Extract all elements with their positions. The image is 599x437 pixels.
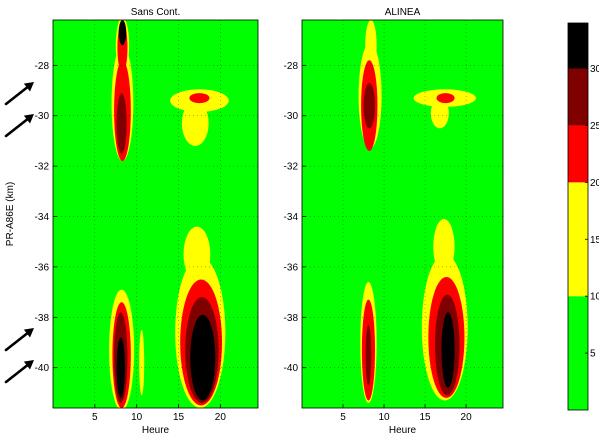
- colorbar-frame: [567, 22, 589, 411]
- colorbar-tick-label: 5: [590, 349, 596, 360]
- y-tick-label: -36: [35, 262, 50, 273]
- y-tick-label: -28: [35, 61, 50, 72]
- x-tick-label: 10: [131, 412, 143, 423]
- x-axis-label: Heure: [389, 425, 417, 436]
- contour-region-8: [181, 100, 209, 146]
- panel-2: 5 10 15 20 -28 -30 -32 -34 -36 -38 -40 ALINEA Heure: [284, 7, 504, 436]
- contour-field: [109, 20, 229, 408]
- arrow-2: [4, 114, 34, 138]
- contour-region-9: [189, 93, 210, 104]
- annotation-arrows: [4, 82, 34, 384]
- grid: [53, 20, 258, 408]
- colorbar-tick-label: 25: [590, 121, 599, 132]
- contour-region-18: [190, 314, 216, 401]
- y-tick-label: -40: [284, 363, 299, 374]
- y-tick-label: -38: [35, 313, 50, 324]
- arrow-4: [4, 360, 34, 384]
- y-tick-label: -38: [284, 313, 299, 324]
- x-tick-label: 20: [461, 412, 473, 423]
- colorbar: 5 10 15 20 25 30: [567, 22, 599, 411]
- contour-field: [358, 20, 476, 403]
- panel-1: 5 10 15 20 -28 -30 -32 -34 -36 -38 -40 Sans Cont. He…: [5, 7, 259, 436]
- y-tick-label: -32: [35, 162, 50, 173]
- x-tick-label: 10: [378, 412, 390, 423]
- x-tick-label: 15: [419, 412, 431, 423]
- colorbar-level-5: [568, 23, 588, 69]
- contour-region-7: [436, 93, 455, 104]
- panel-title: ALINEA: [385, 7, 421, 18]
- grid: [302, 20, 503, 408]
- colorbar-tick-label: 20: [590, 178, 599, 189]
- arrow-3: [4, 328, 34, 352]
- contour-region-15: [441, 312, 455, 388]
- y-tick-label: -34: [284, 212, 299, 223]
- plot-frame: [301, 19, 504, 409]
- y-tick-label: -40: [35, 363, 50, 374]
- y-tick-label: -36: [284, 262, 299, 273]
- colorbar-level-1: [568, 296, 588, 410]
- x-tick-label: 5: [92, 412, 98, 423]
- panel-title: Sans Cont.: [131, 7, 180, 18]
- x-tick-label: 20: [215, 412, 227, 423]
- y-axis-label: PR-A86E (km): [5, 182, 16, 246]
- panels: 5 10 15 20 -28 -30 -32 -34 -36 -38 -40 Sans Cont. He…: [5, 7, 504, 436]
- contour-region-2: [365, 20, 377, 71]
- y-tick-label: -30: [35, 111, 50, 122]
- contour-region-6: [118, 20, 127, 46]
- y-tick-label: -34: [35, 212, 50, 223]
- colorbar-level-4: [568, 68, 588, 126]
- arrow-1: [4, 82, 34, 106]
- x-tick-label: 5: [340, 412, 346, 423]
- contour-region-19: [139, 329, 145, 396]
- colorbar-tick-label: 15: [590, 235, 599, 246]
- contour-region-10: [365, 324, 372, 386]
- plot-background: [302, 20, 503, 408]
- y-tick-label: -28: [284, 61, 299, 72]
- y-tick-label: -30: [284, 111, 299, 122]
- x-axis-label: Heure: [142, 425, 170, 436]
- colorbar-level-2: [568, 182, 588, 297]
- plot-background: [53, 20, 258, 408]
- contour-region-15: [183, 226, 211, 283]
- colorbar-tick-label: 30: [590, 64, 599, 75]
- contour-region-4: [363, 82, 376, 129]
- y-tick-label: -32: [284, 162, 299, 173]
- x-tick-label: 15: [173, 412, 185, 423]
- contour-region-12: [433, 219, 455, 275]
- plot-frame: [52, 19, 259, 409]
- contour-region-5: [116, 93, 127, 154]
- contour-region-6: [430, 98, 449, 129]
- colorbar-level-3: [568, 125, 588, 183]
- colorbar-tick-label: 10: [590, 292, 599, 303]
- contour-region-13: [116, 337, 125, 398]
